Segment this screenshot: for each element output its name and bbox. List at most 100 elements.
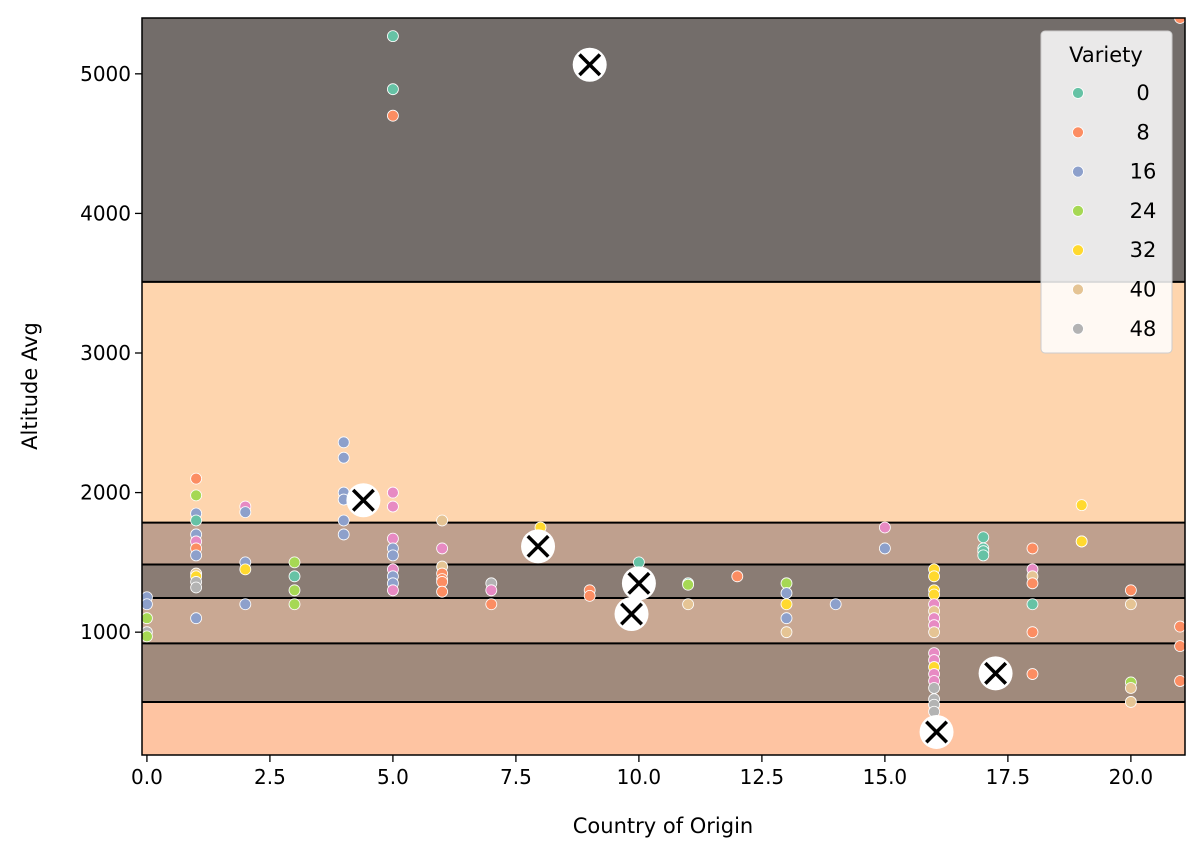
centroid-marker-6 bbox=[919, 714, 954, 749]
plot-frame bbox=[141, 17, 1186, 756]
data-point-40 bbox=[387, 549, 399, 562]
x-axis-label: Country of Origin bbox=[573, 814, 754, 838]
data-point-79 bbox=[928, 626, 940, 639]
centroid-marker-2 bbox=[521, 529, 556, 564]
y-tick-label-3: 4000 bbox=[80, 201, 131, 225]
data-point-1 bbox=[142, 598, 153, 611]
data-point-4 bbox=[142, 630, 153, 643]
data-point-106 bbox=[1124, 682, 1137, 694]
centroid-marker-3 bbox=[621, 566, 656, 601]
legend-label-2: 16 bbox=[1130, 160, 1157, 184]
data-point-99 bbox=[1026, 668, 1039, 680]
centroid-marker-1 bbox=[346, 483, 381, 518]
data-point-74 bbox=[928, 588, 940, 601]
data-points bbox=[142, 18, 1185, 718]
data-point-68 bbox=[829, 598, 842, 611]
data-point-28 bbox=[337, 451, 350, 464]
centroid-cross-b bbox=[627, 571, 651, 595]
centroid-markers bbox=[346, 47, 1013, 749]
data-point-34 bbox=[387, 83, 399, 96]
centroid-marker-0 bbox=[572, 47, 607, 82]
plot-area bbox=[142, 18, 1185, 755]
decision-band-6 bbox=[142, 18, 1185, 282]
data-point-102 bbox=[1075, 535, 1088, 548]
data-point-109 bbox=[1174, 620, 1185, 633]
x-tick-label-4: 10.0 bbox=[617, 765, 662, 789]
data-point-61 bbox=[682, 598, 694, 611]
data-point-25 bbox=[288, 584, 301, 597]
data-point-108 bbox=[1174, 18, 1185, 24]
data-point-66 bbox=[780, 612, 793, 625]
legend-marker-2 bbox=[1072, 165, 1084, 178]
data-point-85 bbox=[928, 682, 940, 694]
data-point-5 bbox=[190, 472, 203, 485]
legend-marker-1 bbox=[1072, 126, 1084, 139]
data-point-24 bbox=[288, 570, 301, 583]
data-point-97 bbox=[1026, 598, 1039, 611]
decision-band-3 bbox=[142, 564, 1185, 598]
legend-marker-5 bbox=[1072, 283, 1084, 296]
legend: Variety 0 8 16 24 32 40 48 bbox=[1040, 30, 1173, 354]
decision-band-5 bbox=[142, 281, 1185, 523]
data-point-35 bbox=[387, 109, 399, 122]
data-point-57 bbox=[583, 589, 596, 602]
legend-label-0: 0 bbox=[1136, 81, 1149, 105]
data-point-44 bbox=[387, 584, 399, 597]
x-tick-label-6: 15.0 bbox=[863, 765, 908, 789]
data-point-103 bbox=[1124, 584, 1137, 597]
legend-marker-4 bbox=[1072, 244, 1084, 257]
y-axis: 1000 2000 3000 4000 5000 bbox=[80, 62, 142, 644]
legend-title: Variety bbox=[1069, 43, 1143, 67]
data-point-72 bbox=[928, 570, 940, 583]
legend-marker-6 bbox=[1072, 322, 1084, 335]
legend-marker-3 bbox=[1072, 204, 1084, 217]
data-point-63 bbox=[780, 577, 793, 590]
legend-label-4: 32 bbox=[1130, 238, 1157, 262]
x-tick-label-3: 7.5 bbox=[500, 765, 532, 789]
data-point-16 bbox=[190, 581, 203, 594]
data-point-67 bbox=[780, 626, 793, 639]
data-point-111 bbox=[1174, 675, 1185, 687]
y-tick-label-4: 5000 bbox=[80, 62, 131, 86]
decision-bands bbox=[142, 18, 1185, 755]
data-point-62 bbox=[731, 570, 744, 583]
legend-label-3: 24 bbox=[1130, 199, 1157, 223]
legend-box bbox=[1040, 30, 1173, 354]
data-point-107 bbox=[1124, 696, 1137, 708]
data-point-53 bbox=[485, 584, 498, 597]
legend-label-1: 8 bbox=[1136, 120, 1149, 144]
x-tick-label-0: 0.0 bbox=[131, 765, 163, 789]
x-tick-label-7: 17.5 bbox=[986, 765, 1031, 789]
data-point-51 bbox=[436, 585, 449, 598]
data-point-8 bbox=[190, 514, 203, 527]
y-axis-label: Altitude Avg bbox=[18, 322, 42, 450]
decision-band-0 bbox=[142, 701, 1185, 755]
decision-band-4 bbox=[142, 522, 1185, 565]
y-tick-label-2: 3000 bbox=[80, 341, 131, 365]
data-point-27 bbox=[337, 436, 350, 449]
data-point-100 bbox=[1075, 499, 1088, 512]
centroid-marker-4 bbox=[614, 597, 649, 632]
legend-label-5: 40 bbox=[1130, 278, 1157, 302]
x-tick-label-1: 2.5 bbox=[254, 765, 286, 789]
data-point-19 bbox=[239, 506, 252, 519]
y-tick-label-0: 1000 bbox=[80, 620, 131, 644]
data-point-32 bbox=[337, 528, 350, 541]
x-tick-label-8: 20.0 bbox=[1109, 765, 1154, 789]
legend-label-6: 48 bbox=[1130, 317, 1157, 341]
data-point-6 bbox=[190, 489, 203, 502]
data-point-22 bbox=[239, 598, 252, 611]
data-point-60 bbox=[682, 578, 694, 591]
data-point-96 bbox=[1026, 577, 1039, 590]
centroid-cross-b bbox=[578, 53, 602, 77]
data-point-93 bbox=[1026, 542, 1039, 555]
data-point-92 bbox=[977, 549, 990, 562]
data-point-23 bbox=[288, 556, 301, 569]
data-point-64 bbox=[780, 587, 793, 599]
centroid-cross-b bbox=[526, 534, 550, 558]
centroid-cross-b bbox=[984, 661, 1008, 685]
decision-band-2 bbox=[142, 597, 1185, 644]
data-point-46 bbox=[436, 542, 449, 555]
data-point-12 bbox=[190, 549, 203, 562]
data-point-110 bbox=[1174, 640, 1185, 653]
